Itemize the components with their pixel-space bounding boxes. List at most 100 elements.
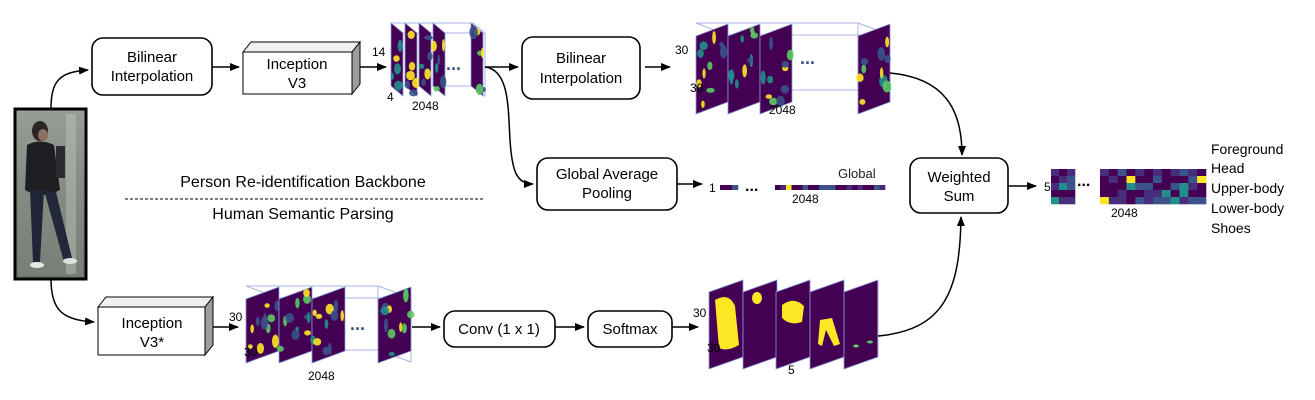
output-matrix-cell [1067,197,1076,205]
mask-channels-label: 5 [788,363,795,377]
global-vector-cell [857,185,864,190]
output-matrix-cell [1135,169,1145,177]
output-feature-matrix: 5 2048 ... [1044,169,1207,220]
output-matrix-cell [1067,190,1076,198]
global-average-pooling-label-line1: Global Average [556,166,658,183]
output-matrix-cell [1100,183,1110,191]
output-matrix-cell [1108,176,1118,184]
softmax-label: Softmax [602,321,658,338]
output-matrix-cell [1188,176,1198,184]
bilinear-interpolation-box: Bilinear Interpolation [91,37,213,96]
fm1-channels-label: 2048 [412,99,439,113]
bilinear-interpolation-right-label-line1: Bilinear [556,50,606,67]
output-matrix-cell [1067,176,1076,184]
fm2-channel [856,23,892,115]
output-matrix-cell [1170,169,1180,177]
output-matrix-cell [1059,183,1068,191]
output-matrix-cell [1059,169,1068,177]
mask-height-label: 30 [693,306,707,320]
global-vector-cell [824,185,831,190]
fm3-ellipsis: ... [350,314,365,334]
output-matrix-cell [1170,197,1180,205]
global-vector-cell [863,185,869,190]
global-vector-cell [852,185,858,190]
global-vector-cell [819,185,825,190]
output-matrix-cell [1051,197,1060,205]
output-matrix-cell [1126,183,1136,191]
global-ellipsis: ... [745,178,758,195]
global-vector-cell [802,185,809,190]
output-matrix-cell [1188,197,1198,205]
output-part-labels: Foreground Head Upper-body Lower-body Sh… [1211,141,1284,236]
output-matrix-cell [1100,190,1110,198]
output-matrix-cell [1188,190,1198,198]
output-matrix-cell [1135,183,1145,191]
feature-map-14x4: 14 4 2048 ... [372,22,486,113]
output-matrix-cell [1108,169,1118,177]
output-matrix-cell [1117,183,1127,191]
fm1-ellipsis: ... [446,54,461,74]
fm2-height-label: 30 [675,43,689,57]
output-matrix-cell [1117,190,1127,198]
global-vector-cell [732,185,739,190]
conv-1x1-box: Conv (1 x 1) [443,310,556,348]
global-vector-cell [797,185,803,190]
output-matrix-cell [1161,197,1171,205]
output-matrix-cell [1126,176,1136,184]
output-matrix-cell [1153,183,1163,191]
output-matrix-cell [1144,176,1154,184]
output-matrix-cell [1179,197,1189,205]
feature-map-30x30-bottom: 30 30 2048 ... [229,285,415,383]
output-matrix-cell [1197,169,1207,177]
global-vector-cell [808,185,814,190]
softmax-box: Softmax [587,310,673,348]
bilinear-interpolation-right-label-line2: Interpolation [540,70,623,87]
output-matrix-cell [1135,197,1145,205]
output-matrix-cell [1117,197,1127,205]
inception-v3-label-line2: V3 [288,75,306,92]
fm2-width-label: 30 [690,81,704,95]
output-matrix-cell [1108,183,1118,191]
fm2-channels-label: 2048 [769,103,796,117]
output-matrix-cell [1051,176,1060,184]
person-photo-icon [13,107,88,281]
inception-v3-label-line1: Inception [267,56,328,73]
output-matrix-cell [1126,197,1136,205]
global-average-pooling-box: Global Average Pooling [536,157,678,211]
inception-v3-block: Inception V3 [241,40,362,96]
global-vector-cell [791,185,798,190]
inception-v3-star-label-line2: V3* [140,334,164,351]
out-ellipsis: ... [1077,173,1090,190]
output-label-head: Head [1211,160,1244,176]
section-label-backbone: Person Re-identification Backbone [180,174,426,191]
global-vector-cell [835,185,842,190]
output-matrix-cell [1153,190,1163,198]
output-matrix-cell [1161,190,1171,198]
global-vector-cell [830,185,836,190]
inception-v3-star-block: Inception V3* [96,295,215,357]
global-vector-cell [775,185,781,190]
fm3-channel [276,286,313,364]
output-matrix-cell [1144,183,1154,191]
output-matrix-cell [1117,169,1127,177]
output-matrix-cell [1051,183,1060,191]
output-label-foreground: Foreground [1211,141,1283,157]
output-matrix-cell [1051,190,1060,198]
fm1-channel [418,22,433,97]
fm2-channel [727,23,761,115]
fm2-channel [759,23,794,115]
semantic-masks: 30 30 5 [693,279,879,377]
output-matrix-cell [1144,197,1154,205]
out-n-label: 5 [1044,180,1051,194]
fm1-channel [404,22,421,97]
mask-channel [708,279,744,370]
output-matrix-cell [1067,183,1076,191]
section-label-parsing: Human Semantic Parsing [212,206,393,223]
global-vector-cell [868,185,875,190]
inception-v3-star-label-line1: Inception [122,315,183,332]
fm3-height-label: 30 [229,310,243,324]
fm3-width-label: 30 [244,345,258,359]
output-label-upper-body: Upper-body [1211,180,1284,196]
fm3-channel [245,286,280,364]
global-vector-cell [841,185,847,190]
